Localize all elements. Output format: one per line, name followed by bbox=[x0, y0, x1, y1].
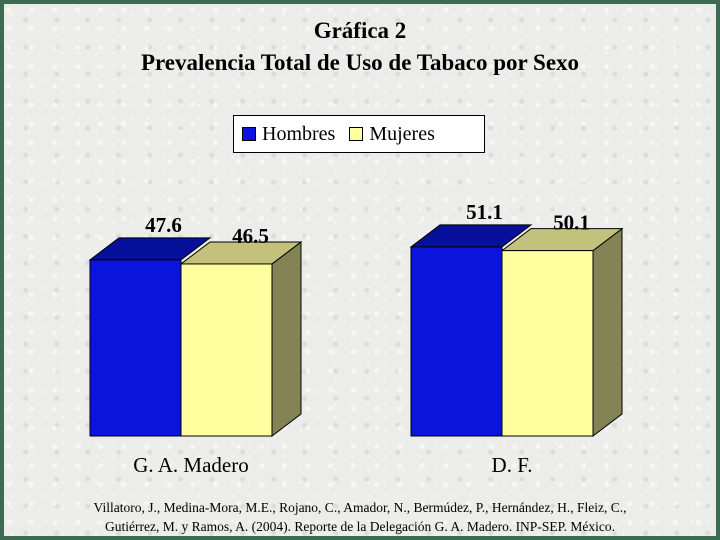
bar-hombres-0 bbox=[89, 259, 182, 437]
source-citation: Villatoro, J., Medina-Mora, M.E., Rojano… bbox=[4, 498, 716, 536]
value-label-mujeres-1: 50.1 bbox=[553, 211, 590, 235]
legend-item-hombres: Hombres bbox=[242, 123, 335, 146]
category-label-1: D. F. bbox=[492, 453, 533, 477]
category-label-0: G. A. Madero bbox=[133, 453, 248, 477]
legend-swatch-mujeres bbox=[349, 127, 364, 141]
bar-side-mujeres-1 bbox=[592, 227, 623, 438]
bar-chart: 47.6 46.5 G. A. Madero 51.1 50.1 D. F. bbox=[88, 200, 624, 477]
bar-hombres-1 bbox=[410, 246, 503, 437]
slide-frame: Gráfica 2 Prevalencia Total de Uso de Ta… bbox=[4, 4, 716, 536]
bar-mujeres-0 bbox=[180, 263, 273, 437]
value-label-mujeres-0: 46.5 bbox=[232, 224, 269, 248]
legend-item-mujeres: Mujeres bbox=[349, 123, 435, 146]
chart-subtitle: Prevalencia Total de Uso de Tabaco por S… bbox=[140, 50, 580, 75]
bar-side-mujeres-0 bbox=[271, 240, 302, 438]
legend-swatch-hombres bbox=[242, 127, 256, 141]
source-line-1: Villatoro, J., Medina-Mora, M.E., Rojano… bbox=[93, 500, 627, 515]
legend-label-hombres: Hombres bbox=[262, 122, 336, 145]
legend-label-mujeres: Mujeres bbox=[369, 122, 435, 145]
value-label-hombres-1: 51.1 bbox=[466, 200, 503, 224]
chart-legend: Hombres Mujeres bbox=[233, 115, 485, 153]
value-label-hombres-0: 47.6 bbox=[145, 213, 182, 237]
bar-mujeres-1 bbox=[501, 250, 594, 437]
chart-title: Gráfica 2 bbox=[313, 18, 407, 43]
source-line-2: Gutiérrez, M. y Ramos, A. (2004). Report… bbox=[105, 519, 615, 534]
